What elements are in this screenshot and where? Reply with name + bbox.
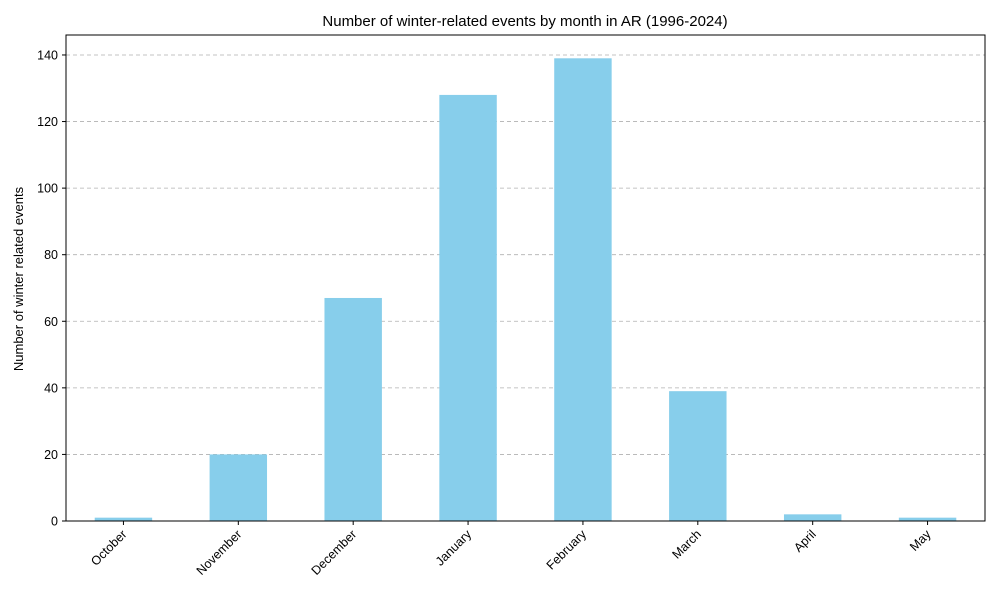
y-tick-label: 40	[44, 381, 58, 395]
bar-april	[783, 514, 842, 521]
x-tick-label-february: February	[544, 527, 590, 573]
bar-february	[554, 58, 612, 522]
x-tick-label-october: October	[88, 527, 129, 568]
bar-march	[669, 391, 727, 521]
y-tick-label: 80	[44, 248, 58, 262]
y-tick-label: 120	[37, 115, 58, 129]
x-tick-label-november: November	[194, 527, 245, 578]
y-axis-ticks: 0 20 40 60 80 100 120 140	[37, 48, 66, 529]
bar-october	[94, 517, 153, 521]
bar-january	[439, 94, 497, 521]
x-tick-label-december: December	[309, 527, 360, 578]
x-tick-label-january: January	[433, 527, 475, 569]
x-axis-ticks: October November December January February Ma…	[88, 521, 934, 578]
y-tick-label: 0	[51, 515, 58, 529]
y-tick-label: 100	[37, 182, 58, 196]
bar-november	[209, 454, 268, 521]
grid-lines	[66, 54, 985, 455]
y-tick-label: 20	[44, 448, 58, 462]
y-axis-label: Number of winter related events	[11, 186, 26, 371]
bar-may	[898, 517, 957, 521]
y-tick-label: 140	[37, 48, 58, 62]
x-tick-label-april: April	[791, 527, 819, 555]
chart-title: Number of winter-related events by month…	[322, 13, 727, 30]
axes-frame	[65, 34, 986, 522]
x-tick-label-may: May	[907, 527, 934, 554]
bar-december	[324, 297, 382, 521]
y-tick-label: 60	[44, 315, 58, 329]
bars	[94, 58, 957, 522]
x-tick-label-march: March	[669, 527, 703, 561]
